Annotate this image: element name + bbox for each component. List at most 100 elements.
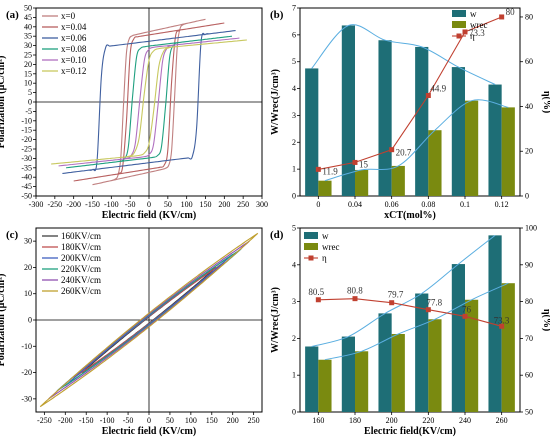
bar-wrec [465,299,479,412]
y-tick-label: 7 [292,4,296,13]
x-axis-label: Electric field (KV/cm) [102,426,196,437]
x-tick-label: 0 [316,200,320,209]
x-tick-label: -250 [47,200,62,209]
eta-data-label: 44.9 [430,84,446,94]
y2-tick-label: 60 [525,57,533,66]
eta-point [499,323,505,329]
plot-frame [299,227,521,413]
bar-wrec [355,169,369,196]
eta-point [389,147,395,153]
legend-swatch-w [452,10,466,17]
y-tick-label: 4 [292,260,296,269]
y-tick-label: 3 [292,111,296,120]
bar-wrec [501,283,515,412]
legend-entry: x=0.12 [61,66,86,76]
x-tick-label: 150 [200,200,212,209]
x-tick-label: 100 [181,200,193,209]
bar-w [488,84,502,196]
eta-line [318,16,502,170]
y-tick-label: 5 [292,57,296,66]
bar-w [451,67,465,196]
y-tick-label: -15 [21,126,32,135]
y2-tick-label: 80 [525,12,533,21]
y-tick-label: 25 [24,51,32,60]
y2-axis-label: η(%) [541,91,550,113]
y-tick-label: 40 [24,22,32,31]
y-tick-label: 0 [28,316,32,325]
w-trend-curve [311,235,496,347]
eta-data-label: 76 [462,304,472,314]
eta-data-label: 77.8 [426,298,442,308]
bar-wrec [391,333,405,412]
panel-label: (c) [6,229,19,241]
legend-entry: 260KV/cm [61,286,101,296]
y-tick-label: -10 [21,116,32,125]
x-tick-label: 300 [256,200,268,209]
legend-entry: wrec [470,20,488,30]
eta-point [425,93,431,99]
legend-entry: 220KV/cm [61,264,101,274]
x-tick-label: -50 [125,200,136,209]
y-tick-label: 2 [292,138,296,147]
legend-entry: 200KV/cm [61,253,101,263]
eta-point [315,297,321,303]
x-tick-label: 180 [349,416,361,425]
bar-wrec [465,100,479,196]
legend-entry: η [470,31,475,41]
bar-w [488,235,502,412]
eta-data-label: 80 [506,7,515,17]
x-tick-label: 0.04 [348,200,362,209]
x-tick-label: 240 [459,416,471,425]
y2-tick-label: 90 [525,260,533,269]
x-tick-label: 50 [166,416,174,425]
legend-swatch-w [304,232,318,239]
y-axis-label: W/Wrec(J/cm³) [270,69,281,135]
loop-curve-x-0-06 [62,30,236,174]
bar-wrec [391,165,405,196]
y-axis-label: Polarization (μC/cm²) [0,56,7,149]
y-tick-label: 3 [292,297,296,306]
bar-wrec [428,130,442,196]
y-tick-label: 1 [292,371,296,380]
y-tick-label: 1 [292,165,296,174]
x-tick-label: -250 [37,416,52,425]
x-tick-label: 200 [386,416,398,425]
y-tick-label: 5 [292,224,296,233]
y-tick-label: 30 [24,41,32,50]
x-tick-label: -100 [100,416,115,425]
bar-w [305,346,319,412]
eta-line [318,298,502,327]
x-tick-label: 150 [206,416,218,425]
y-tick-label: 30 [24,237,32,246]
loop-curve-x-0-08 [66,35,232,169]
y-tick-label: 0 [28,98,32,107]
bar-wrec [318,180,332,196]
y-tick-label: 4 [292,84,296,93]
y-tick-label: -20 [21,368,32,377]
x-tick-label: 0.06 [385,200,399,209]
legend-swatch-wrec [452,21,466,28]
x-tick-label: 100 [185,416,197,425]
legend-entry: x=0 [61,11,76,21]
bar-w [341,25,355,197]
x-tick-label: 200 [227,416,239,425]
eta-data-label: 79.7 [388,290,404,300]
y-tick-label: -35 [21,163,32,172]
legend-entry: x=0.08 [61,44,87,54]
legend-entry: η [322,253,327,263]
bar-w [451,264,465,412]
eta-data-label: 73.3 [494,315,510,325]
legend-entry: x=0.04 [61,22,87,32]
loop-curve-260KV-cm [39,232,259,408]
x-tick-label: -200 [66,200,81,209]
y-tick-label: -30 [21,394,32,403]
eta-data-label: 80.5 [308,287,324,297]
loop-curve-x-0-04 [73,22,225,182]
y2-tick-label: 50 [525,408,533,417]
eta-data-label: 73.3 [469,28,485,38]
eta-data-label: 80.8 [347,286,363,296]
y-tick-label: 20 [24,60,32,69]
x-axis-label: Electric field (KV/cm) [102,210,196,221]
